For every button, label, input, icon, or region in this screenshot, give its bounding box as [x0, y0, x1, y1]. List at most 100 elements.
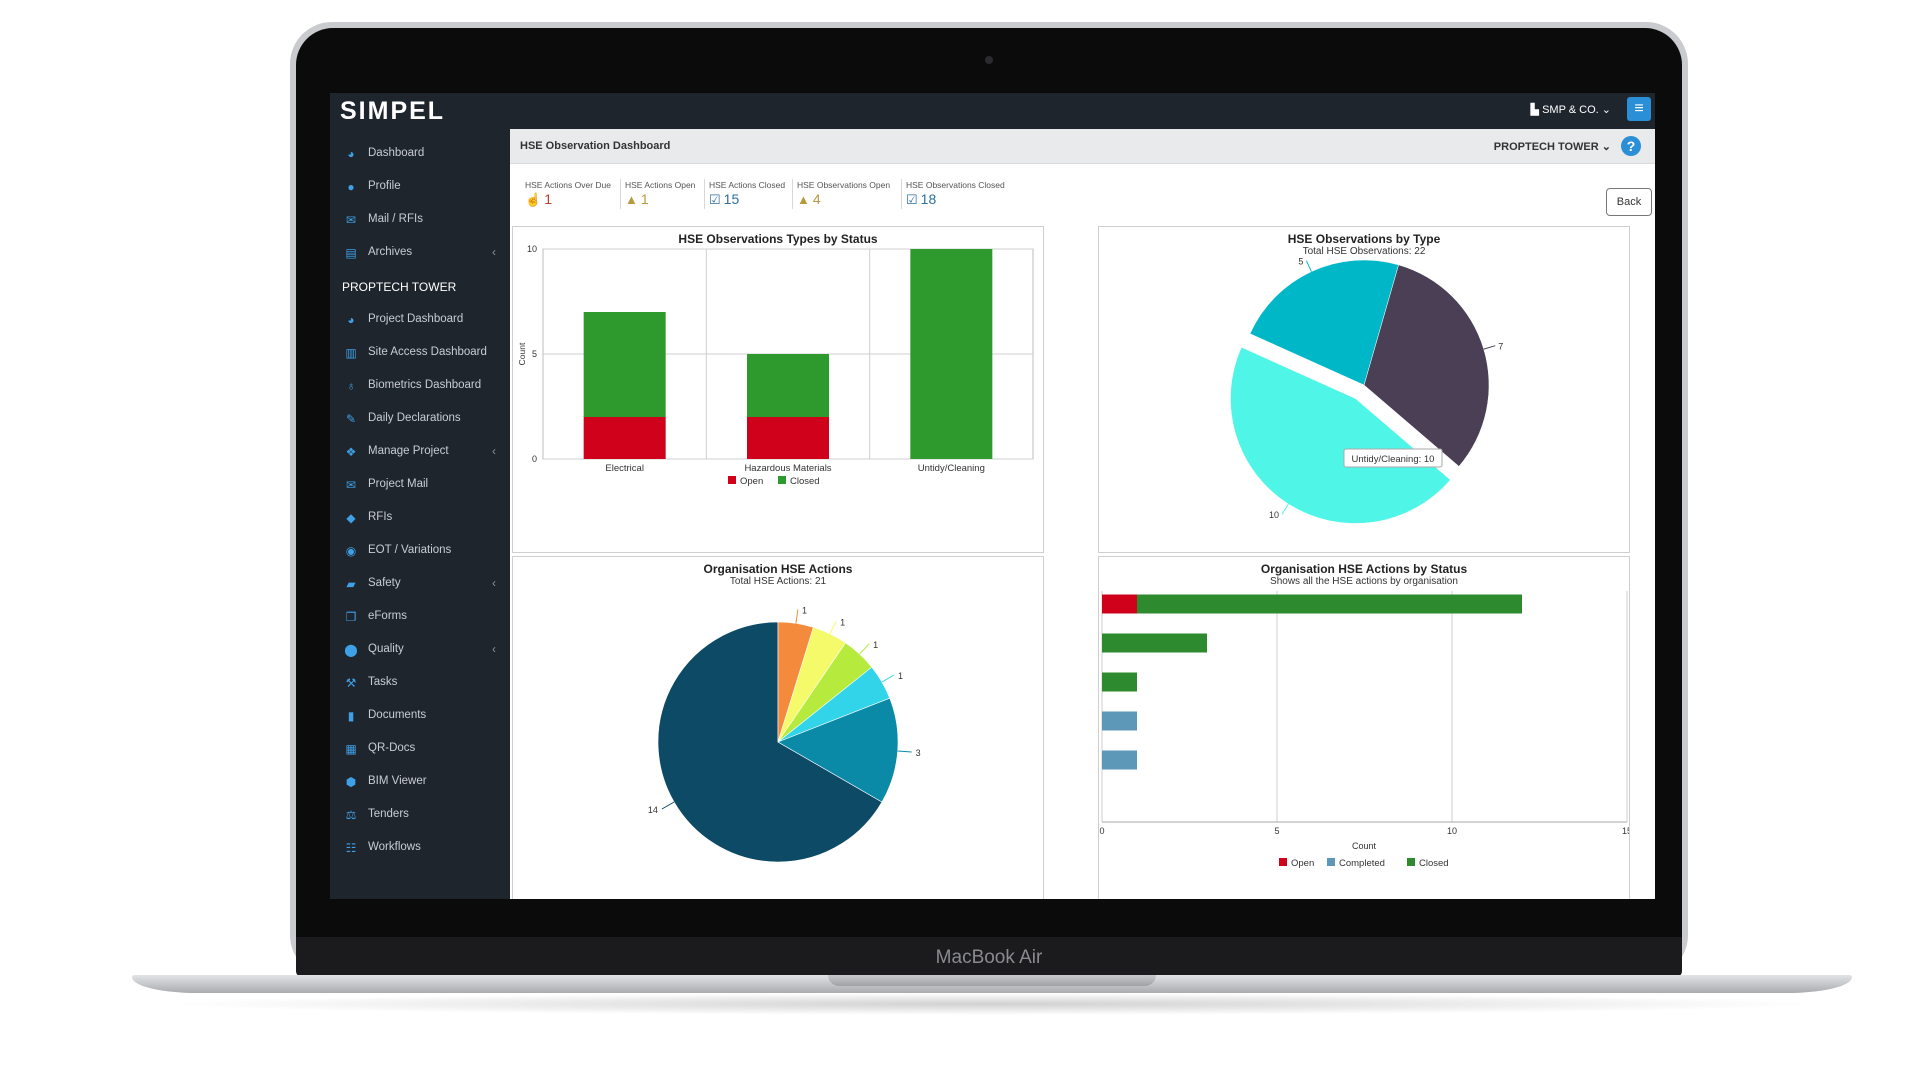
bar-segment [747, 354, 829, 417]
sidebar-item-workflows[interactable]: ☷ Workflows [330, 832, 510, 865]
tooltip-box [1343, 448, 1443, 468]
laptop-shadow [160, 993, 1824, 1015]
app-logo[interactable]: SIMPEL [340, 97, 446, 125]
kpi-label: HSE Observations Closed [906, 180, 1005, 190]
gavel-icon: ⚖ [345, 808, 357, 822]
sidebar-item-label: Dashboard [368, 147, 425, 159]
sidebar-item-site-access[interactable]: ▥ Site Access Dashboard [330, 337, 510, 370]
x-axis-label: Count [1352, 841, 1377, 851]
panel-organisation-actions-by-status: Organisation HSE Actions by Status Shows… [1098, 556, 1630, 899]
chevron-left-icon: ‹ [492, 642, 496, 656]
chart-subtitle: Total HSE Observations: 22 [1302, 246, 1426, 257]
legend-swatch [1327, 858, 1335, 866]
sidebar-item-bim-viewer[interactable]: ⬢ BIM Viewer [330, 766, 510, 799]
copy-icon: ❐ [345, 610, 357, 624]
kpi-divider [901, 179, 902, 209]
pie-slice [1230, 346, 1451, 524]
kpi-actions-overdue: HSE Actions Over Due ☝ 1 [525, 180, 611, 208]
leader-line [859, 643, 870, 655]
sidebar-item-label: Documents [368, 709, 427, 721]
bar-segment [583, 417, 666, 459]
pin-icon: ⬤ [344, 643, 358, 657]
sidebar-item-project-mail[interactable]: ✉ Project Mail [330, 469, 510, 502]
sidebar-item-mail[interactable]: ✉ Mail / RFIs [330, 204, 510, 237]
toolbox-icon: ▰ [346, 577, 356, 591]
edit-icon: ✎ [345, 412, 357, 426]
warning-icon: ▲ [797, 192, 810, 207]
sidebar-item-label: eForms [368, 610, 407, 622]
kpi-value: 1 [640, 191, 649, 207]
chart-title: HSE Observations Types by Status [678, 232, 878, 246]
pie-icon: ◕ [347, 313, 355, 327]
project-selector[interactable]: PROPTECH TOWER ⌄ [1494, 140, 1611, 153]
barcode-icon: ▥ [345, 346, 357, 360]
help-icon[interactable]: ? [1621, 136, 1641, 156]
chevron-left-icon: ‹ [492, 444, 496, 458]
qr-icon: ▦ [345, 742, 357, 756]
leader-line [829, 621, 837, 635]
sidebar-item-qr-docs[interactable]: ▦ QR-Docs [330, 733, 510, 766]
sidebar-item-eforms[interactable]: ❐ eForms [330, 601, 510, 634]
chart-title: HSE Observations by Type [1287, 232, 1441, 246]
chevron-left-icon: ‹ [492, 576, 496, 590]
sidebar-item-rfis[interactable]: ◆ RFIs [330, 502, 510, 535]
cube-icon: ⬢ [345, 775, 357, 789]
sidebar-item-manage-project[interactable]: ❖ Manage Project ‹ [330, 436, 510, 469]
pie-slice [1249, 259, 1399, 386]
data-label: 14 [648, 805, 658, 815]
sidebar-item-dashboard[interactable]: ◕ Dashboard [330, 138, 510, 171]
page-title: HSE Observation Dashboard [520, 140, 671, 152]
building-icon: ▙ [1530, 104, 1543, 116]
sidebar-item-label: Profile [368, 180, 401, 192]
menu-button[interactable]: ≡ [1627, 97, 1651, 121]
pie-slice [1363, 264, 1490, 467]
kpi-value-row: ▲ 4 [797, 191, 890, 207]
x-tick-label: 10 [1447, 826, 1457, 836]
sidebar-item-documents[interactable]: ▮ Documents [330, 700, 510, 733]
sidebar-item-label: Project Mail [368, 478, 429, 490]
pie-icon: ◕ [347, 147, 355, 161]
x-tick-label: Electrical [605, 463, 644, 474]
sidebar-item-tasks[interactable]: ⚒ Tasks [330, 667, 510, 700]
back-button[interactable]: Back [1606, 188, 1652, 216]
kpi-value-row: ☑ 18 [906, 191, 1005, 208]
panel-organisation-actions: Organisation HSE Actions Total HSE Actio… [512, 556, 1044, 899]
sidebar-item-label: BIM Viewer [368, 775, 427, 787]
sidebar-item-daily-declarations[interactable]: ✎ Daily Declarations [330, 403, 510, 436]
bar-segment [1102, 750, 1137, 770]
tooltip-text: Untidy/Cleaning: 10 [1352, 454, 1435, 465]
sidebar-item-safety[interactable]: ▰ Safety ‹ [330, 568, 510, 601]
legend-label: Open [740, 476, 763, 487]
company-selector[interactable]: ▙ SMP & CO. ⌄ [1531, 103, 1611, 116]
sidebar-item-tenders[interactable]: ⚖ Tenders [330, 799, 510, 832]
user-icon: ● [347, 180, 355, 194]
legend-swatch [728, 476, 736, 484]
wrench-icon: ⚒ [345, 676, 357, 690]
mail-icon: ✉ [345, 213, 357, 227]
bar-segment [1137, 594, 1522, 614]
sidebar-item-biometrics[interactable]: ♁ Biometrics Dashboard [330, 370, 510, 403]
sidebar-section-title: PROPTECH TOWER [342, 280, 457, 294]
sidebar-item-project-dashboard[interactable]: ◕ Project Dashboard [330, 304, 510, 337]
sidebar-item-archives[interactable]: ▤ Archives ‹ [330, 237, 510, 270]
kpi-label: HSE Actions Closed [709, 180, 786, 190]
data-label: 1 [898, 671, 903, 681]
camera [985, 56, 993, 64]
check-icon: ☑ [709, 192, 721, 207]
leader-line [897, 750, 912, 753]
kpi-value-row: ▲ 1 [625, 191, 695, 207]
data-label: 3 [916, 748, 921, 758]
sidebar-item-quality[interactable]: ⬤ Quality ‹ [330, 634, 510, 667]
sidebar-item-profile[interactable]: ● Profile [330, 171, 510, 204]
sidebar-item-eot-variations[interactable]: ◉ EOT / Variations [330, 535, 510, 568]
bar-segment [1102, 672, 1137, 692]
kpi-observations-closed: HSE Observations Closed ☑ 18 [906, 180, 1005, 208]
sitemap-icon: ☷ [345, 841, 357, 855]
hamburger-icon: ≡ [1634, 100, 1644, 117]
data-label: 1 [802, 605, 807, 615]
sidebar-item-label: Daily Declarations [368, 412, 461, 424]
chart-title: Organisation HSE Actions by Status [1260, 562, 1468, 576]
chart-subtitle: Shows all the HSE actions by organisatio… [1270, 576, 1458, 587]
legend-label: Completed [1339, 858, 1385, 869]
book-icon: ▮ [347, 709, 355, 723]
